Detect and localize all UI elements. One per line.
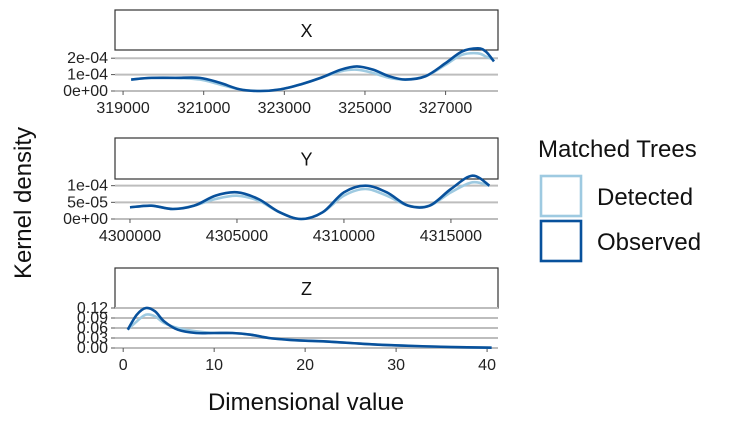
y-tick-label: 0.00 (77, 340, 108, 357)
y-tick-label: 2e-04 (67, 50, 108, 67)
facet-strip (114, 267, 499, 309)
y-tick-label: 5e-05 (67, 194, 108, 211)
x-tick-label: 30 (387, 357, 405, 374)
x-tick-label: 4310000 (313, 228, 375, 245)
legend-key (539, 174, 583, 218)
facet-strip (114, 9, 499, 51)
y-tick-label: 0e+00 (63, 83, 108, 100)
facet-strip-label: X (300, 21, 312, 41)
x-tick-label: 319000 (96, 100, 149, 117)
x-tick-label: 325000 (338, 100, 391, 117)
x-tick-label: 321000 (177, 100, 230, 117)
x-tick-label: 40 (478, 357, 496, 374)
x-tick-label: 10 (205, 357, 223, 374)
y-tick-label: 0.09 (77, 310, 108, 327)
density-line-observed (131, 47, 495, 93)
y-tick-label: 0.12 (77, 300, 108, 317)
x-tick-label: 0 (119, 357, 128, 374)
legend-entry-detected: Detected (539, 174, 693, 218)
legend-label: Detected (597, 184, 693, 211)
x-tick-label: 323000 (258, 100, 311, 117)
y-tick-label: 0.06 (77, 320, 108, 337)
y-tick-label: 0.03 (77, 330, 108, 347)
y-tick-label: 1e-04 (67, 178, 108, 195)
density-line-detected (131, 51, 495, 93)
x-tick-label: 4300000 (99, 228, 161, 245)
legend-key (539, 219, 583, 263)
facet-strip (114, 137, 499, 180)
y-tick-label: 1e-04 (67, 67, 108, 84)
facet-strip-label: Z (301, 279, 312, 299)
x-axis-title: Dimensional value (208, 389, 404, 416)
x-tick-label: 327000 (419, 100, 472, 117)
density-line-observed (129, 174, 491, 221)
x-tick-label: 4305000 (206, 228, 268, 245)
facet-strip-label: Y (300, 150, 312, 170)
x-tick-label: 4315000 (420, 228, 482, 245)
legend-title: Matched Trees (538, 136, 697, 163)
x-tick-label: 20 (296, 357, 314, 374)
legend-entry-observed: Observed (539, 219, 701, 263)
y-axis-title: Kernel density (10, 127, 37, 279)
y-tick-label: 0e+00 (63, 211, 108, 228)
panel-z: Z 0.000.030.060.090.12 0 10 20 30 40 (77, 267, 499, 374)
density-line-observed (126, 306, 492, 349)
legend-label: Observed (597, 229, 701, 256)
